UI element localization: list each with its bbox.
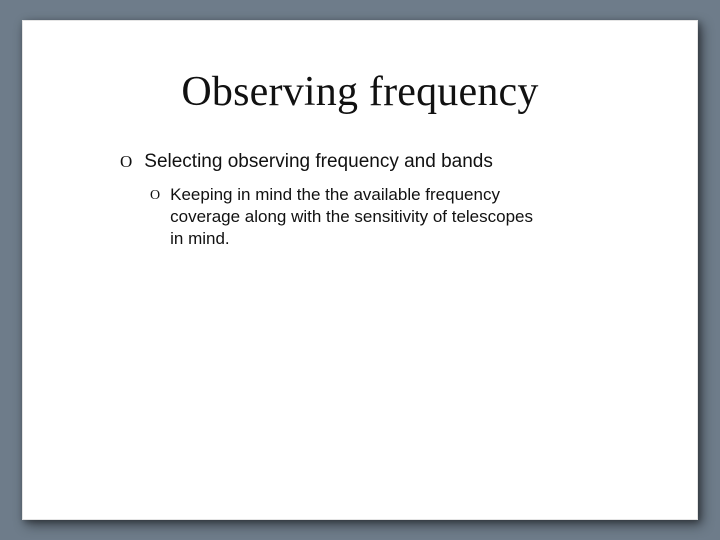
list-item: O Selecting observing frequency and band…: [120, 150, 642, 174]
list-item: O Keeping in mind the the available freq…: [150, 184, 642, 250]
bullet-marker-icon: O: [120, 150, 132, 174]
sub-list: O Keeping in mind the the available freq…: [120, 184, 642, 250]
bullet-text: Keeping in mind the the available freque…: [170, 184, 550, 250]
slide: Observing frequency O Selecting observin…: [22, 20, 698, 520]
bullet-marker-icon: O: [150, 184, 160, 207]
bullet-text: Selecting observing frequency and bands: [144, 150, 493, 174]
slide-content: Observing frequency O Selecting observin…: [22, 20, 698, 520]
slide-title: Observing frequency: [78, 68, 642, 116]
bullet-list: O Selecting observing frequency and band…: [78, 150, 642, 250]
